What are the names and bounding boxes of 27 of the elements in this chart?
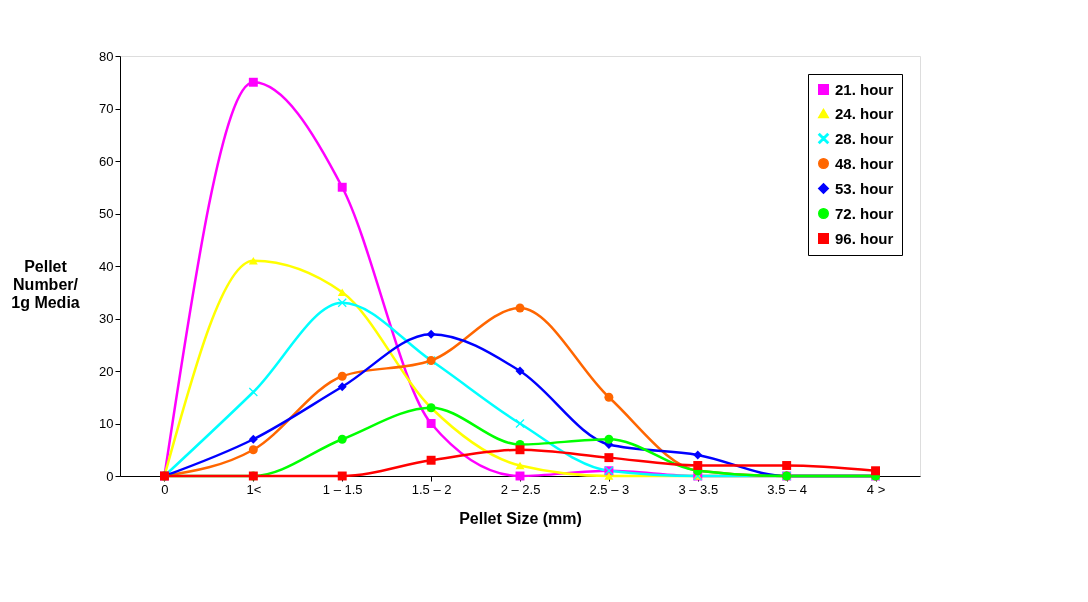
x-tick-label: 0 [161,481,169,497]
legend-label: 24. hour [835,104,894,122]
x-tick-label: 3 – 3.5 [678,481,719,497]
legend-label: 28. hour [835,129,894,147]
y-tick-label: 80 [99,48,114,64]
y-tick-label: 50 [99,206,114,221]
y-axis-title: Pellet Number/ 1g Media [11,257,80,311]
x-tick-label: 1 – 1.5 [322,481,363,497]
y-tick-label: 70 [99,101,114,116]
y-tick-label: 30 [99,311,114,326]
x-axis-title: Pellet Size (mm) [459,509,582,527]
legend-label: 21. hour [835,80,894,98]
x-tick-label: 1.5 – 2 [411,481,452,497]
x-tick-label: 4 > [866,481,886,497]
y-tick-label: 20 [99,363,114,379]
x-tick-label: 1< [246,481,262,497]
x-tick-label: 3.5 – 4 [767,481,808,497]
x-tick-label: 2 – 2.5 [500,481,541,497]
legend-label: 96. hour [835,229,894,247]
y-tick-label: 40 [99,258,114,274]
legend-label: 72. hour [835,204,894,222]
legend-label: 48. hour [835,154,894,172]
x-tick-label: 2.5 – 3 [589,481,630,497]
y-tick-label: 10 [99,416,114,431]
y-tick-label: 60 [99,153,114,169]
y-tick-label: 0 [106,468,114,484]
legend-label: 53. hour [835,179,894,197]
